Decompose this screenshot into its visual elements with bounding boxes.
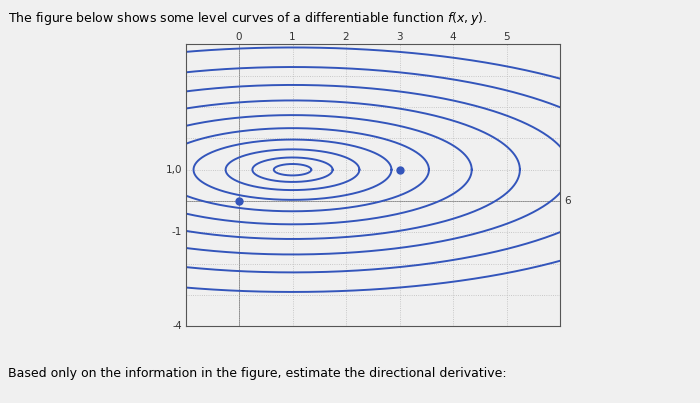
Text: 3: 3 (396, 32, 402, 42)
Text: 5: 5 (503, 32, 510, 42)
Text: Based only on the information in the figure, estimate the directional derivative: Based only on the information in the fig… (8, 367, 507, 380)
Text: 6: 6 (564, 196, 570, 206)
Text: 1: 1 (289, 32, 296, 42)
Text: 1,0: 1,0 (165, 165, 182, 175)
Text: The figure below shows some level curves of a differentiable function $f(x, y)$.: The figure below shows some level curves… (8, 10, 487, 27)
Text: -4: -4 (172, 322, 182, 331)
Text: -1: -1 (172, 227, 182, 237)
Text: 4: 4 (449, 32, 456, 42)
Text: 2: 2 (343, 32, 349, 42)
Text: 0: 0 (236, 32, 242, 42)
